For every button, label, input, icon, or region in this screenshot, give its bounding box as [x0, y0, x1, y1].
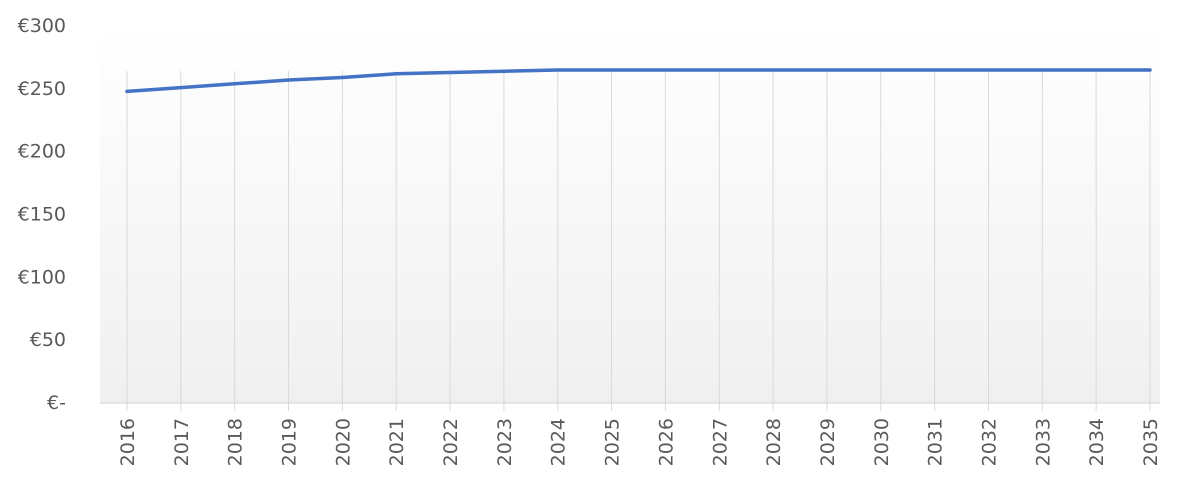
data-point — [448, 70, 452, 75]
x-tick-label: 2023 — [494, 418, 516, 466]
y-tick-label: €150 — [18, 204, 66, 226]
data-point — [879, 68, 883, 72]
y-tick-label: €- — [47, 392, 66, 414]
x-tick-label: 2028 — [763, 418, 785, 466]
data-point — [125, 89, 129, 93]
y-tick-label: €250 — [18, 78, 66, 100]
data-point — [717, 68, 721, 72]
x-tick-label: 2026 — [655, 418, 677, 466]
x-tick-label: 2019 — [279, 418, 301, 466]
gridlines — [126, 71, 1151, 411]
x-tick-label: 2016 — [117, 418, 139, 466]
x-tick-label: 2032 — [978, 418, 1000, 466]
x-tick-label: 2030 — [871, 418, 893, 466]
x-tick-label: 2033 — [1032, 418, 1054, 466]
data-point — [394, 72, 398, 76]
x-axis-labels: 2016 2017 2018 2019 2020 2021 2022 2023 2024 2025… — [117, 418, 1162, 466]
data-point — [825, 68, 829, 72]
series-group — [125, 68, 1152, 94]
y-tick-label: €50 — [30, 329, 66, 351]
data-point — [609, 68, 614, 72]
x-tick-label: 2022 — [440, 418, 462, 466]
data-point — [771, 68, 775, 72]
x-tick-label: 2025 — [602, 418, 624, 466]
y-tick-label: €300 — [18, 15, 66, 37]
y-tick-label: €100 — [18, 266, 66, 288]
data-point — [1094, 68, 1098, 72]
data-point — [1040, 68, 1044, 72]
data-point — [502, 69, 506, 73]
x-tick-label: 2018 — [225, 418, 247, 466]
x-tick-label: 2029 — [817, 418, 839, 466]
x-tick-label: 2024 — [548, 418, 570, 466]
data-point — [986, 68, 991, 72]
data-point — [933, 68, 937, 72]
series-line-0 — [125, 68, 1152, 94]
x-tick-label: 2021 — [386, 418, 408, 466]
data-point — [233, 82, 237, 86]
x-tick-label: 2020 — [332, 418, 354, 466]
x-tick-label: 2027 — [709, 418, 731, 466]
x-tick-label: 2035 — [1140, 418, 1162, 466]
data-point — [340, 75, 344, 80]
data-point — [179, 85, 183, 90]
x-tick-label: 2017 — [171, 418, 193, 466]
x-tick-label: 2034 — [1086, 418, 1108, 466]
data-point — [556, 68, 560, 72]
data-point — [1148, 68, 1152, 72]
data-point — [286, 78, 291, 82]
y-axis-labels: €- €50 €100 €150 €200 €250 €300 — [18, 15, 66, 414]
x-tick-label: 2031 — [925, 418, 947, 466]
y-tick-label: €200 — [18, 141, 66, 163]
plot-area — [100, 26, 1160, 403]
data-point — [663, 68, 668, 72]
